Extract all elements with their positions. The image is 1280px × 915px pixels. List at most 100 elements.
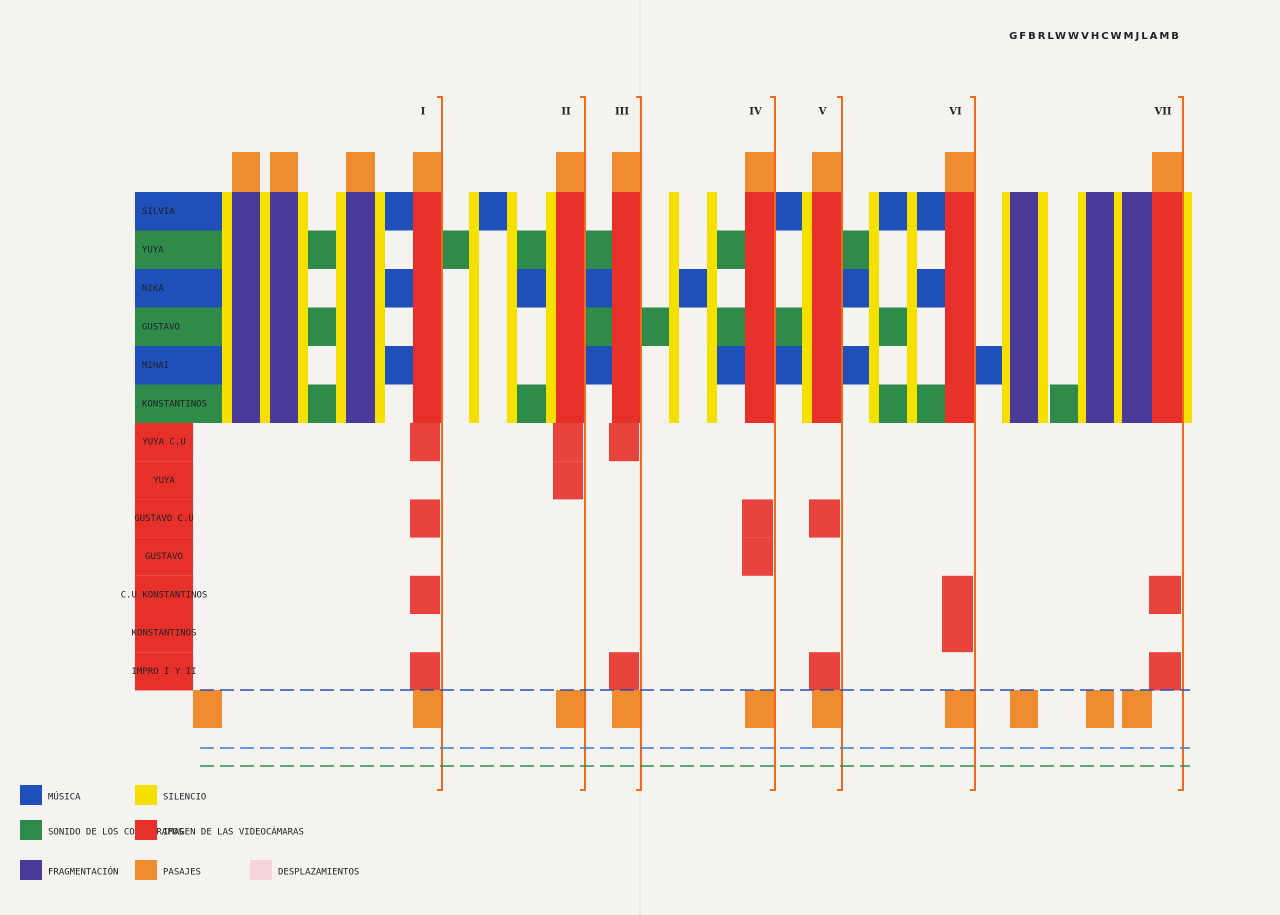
row-cell: [135, 346, 222, 385]
legend-swatch: [135, 860, 157, 880]
passage: [556, 152, 584, 192]
block: [1050, 384, 1078, 423]
block: [584, 307, 612, 346]
section-bracket: [770, 96, 776, 791]
block: [1078, 192, 1086, 423]
sub-row-cell: [135, 461, 193, 500]
grid: SILVIA YUYA NIKA GUSTAVO MIHAI KONSTANTINOS YU…: [20, 96, 1192, 880]
sub-row-label: GUSTAVO: [145, 552, 183, 562]
block: [669, 192, 679, 423]
block: [745, 192, 774, 423]
block: [774, 346, 802, 385]
block: [410, 423, 440, 462]
legend-label: FRAGMENTACIÓN: [48, 866, 118, 878]
sub-row-label: IMPRO I Y II: [131, 667, 196, 677]
passage: [346, 152, 375, 192]
row-label: MIHAI: [142, 361, 169, 371]
section-label: V: [818, 107, 827, 118]
block: [942, 614, 973, 653]
section-label: III: [615, 107, 629, 118]
block: [774, 192, 802, 231]
block: [553, 461, 583, 500]
block: [774, 307, 802, 346]
passage: [556, 690, 584, 728]
block: [308, 230, 336, 269]
block: [1010, 192, 1038, 423]
block: [584, 269, 612, 308]
block: [469, 192, 479, 423]
block: [945, 192, 974, 423]
sub-row-label: C.U KONSTANTINOS: [121, 590, 208, 600]
block: [1152, 192, 1182, 423]
block: [707, 192, 717, 423]
block: [260, 192, 270, 423]
block: [609, 652, 639, 691]
block: [1002, 192, 1010, 423]
legend-swatch: [20, 860, 42, 880]
row-label: KONSTANTINOS: [142, 399, 207, 409]
block: [742, 499, 773, 538]
legend-swatch: [20, 820, 42, 840]
sub-row-label: YUYA C.U: [142, 438, 185, 448]
passage: [612, 152, 640, 192]
block: [841, 230, 869, 269]
block: [584, 346, 612, 385]
row-cell: [135, 307, 222, 346]
block: [546, 192, 556, 423]
section-label: VII: [1153, 107, 1171, 118]
block: [584, 230, 612, 269]
block: [717, 346, 745, 385]
block: [517, 384, 546, 423]
block: [1182, 192, 1192, 423]
block: [336, 192, 346, 423]
block: [879, 384, 907, 423]
block: [974, 346, 1002, 385]
section-label: IV: [749, 107, 762, 118]
block: [717, 307, 745, 346]
legend-swatch: [135, 785, 157, 805]
block: [841, 346, 869, 385]
block: [907, 192, 917, 423]
passage: [413, 152, 441, 192]
block: [917, 384, 945, 423]
block: [517, 269, 546, 308]
section-label: II: [561, 107, 571, 118]
block: [717, 230, 745, 269]
legend-label: IMAGEN DE LAS VIDEOCÁMARAS: [163, 826, 304, 838]
block: [742, 537, 773, 576]
block: [410, 499, 440, 538]
block: [917, 192, 945, 231]
block: [1149, 652, 1181, 691]
passage: [1086, 690, 1114, 728]
sub-row-cell: [135, 614, 193, 653]
section-bracket: [837, 96, 843, 791]
row-label: NIKA: [142, 284, 164, 294]
block: [346, 192, 375, 423]
block: [413, 192, 441, 423]
block: [612, 192, 640, 423]
block: [1122, 192, 1152, 423]
passage: [232, 152, 260, 192]
passage: [1152, 152, 1182, 192]
block: [1086, 192, 1114, 423]
block: [553, 423, 583, 462]
block: [609, 423, 639, 462]
block: [441, 230, 469, 269]
block: [812, 192, 841, 423]
passage: [745, 152, 774, 192]
section-bracket: [636, 96, 642, 791]
row-cell: [135, 192, 222, 231]
sub-row-label: GUSTAVO C.U: [134, 514, 194, 524]
block: [869, 192, 879, 423]
sub-row-cell: [135, 652, 193, 691]
passage: [1122, 690, 1152, 728]
row-cell: [135, 230, 222, 269]
block: [385, 346, 413, 385]
row-cell: [135, 384, 222, 423]
legend-label: PASAJES: [163, 868, 201, 878]
block: [308, 384, 336, 423]
sub-row-cell: [135, 575, 193, 614]
passage: [1010, 690, 1038, 728]
section-bracket: [580, 96, 586, 791]
block: [879, 307, 907, 346]
